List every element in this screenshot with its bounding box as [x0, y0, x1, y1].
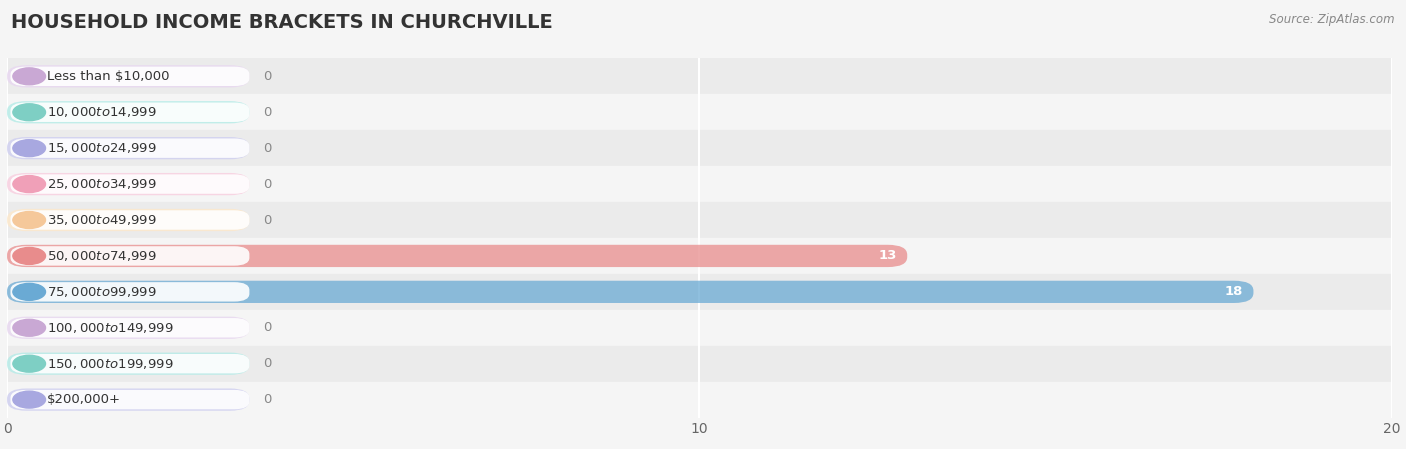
Text: $150,000 to $199,999: $150,000 to $199,999 — [48, 357, 174, 371]
FancyBboxPatch shape — [10, 102, 249, 122]
FancyBboxPatch shape — [7, 65, 249, 88]
Circle shape — [13, 211, 45, 229]
Bar — [7, 346, 1392, 382]
Text: 18: 18 — [1225, 286, 1243, 298]
FancyBboxPatch shape — [10, 282, 249, 302]
FancyBboxPatch shape — [7, 209, 249, 231]
FancyBboxPatch shape — [7, 281, 1254, 303]
Text: 0: 0 — [263, 357, 271, 370]
FancyBboxPatch shape — [10, 66, 249, 86]
Circle shape — [13, 104, 45, 121]
Bar — [7, 238, 1392, 274]
FancyBboxPatch shape — [7, 352, 249, 375]
Text: Less than $10,000: Less than $10,000 — [48, 70, 170, 83]
Bar — [7, 310, 1392, 346]
FancyBboxPatch shape — [10, 354, 249, 374]
Bar — [7, 130, 1392, 166]
Circle shape — [13, 68, 45, 85]
Text: 0: 0 — [263, 214, 271, 226]
Text: Source: ZipAtlas.com: Source: ZipAtlas.com — [1270, 13, 1395, 26]
Text: $25,000 to $34,999: $25,000 to $34,999 — [48, 177, 157, 191]
Bar — [7, 202, 1392, 238]
FancyBboxPatch shape — [10, 210, 249, 230]
FancyBboxPatch shape — [7, 101, 249, 123]
Text: 0: 0 — [263, 106, 271, 119]
Text: $35,000 to $49,999: $35,000 to $49,999 — [48, 213, 157, 227]
Text: 0: 0 — [263, 70, 271, 83]
Circle shape — [13, 140, 45, 157]
FancyBboxPatch shape — [7, 317, 249, 339]
Circle shape — [13, 176, 45, 193]
Text: 0: 0 — [263, 142, 271, 154]
FancyBboxPatch shape — [10, 138, 249, 158]
Text: $75,000 to $99,999: $75,000 to $99,999 — [48, 285, 157, 299]
Circle shape — [13, 319, 45, 336]
FancyBboxPatch shape — [7, 137, 249, 159]
Circle shape — [13, 391, 45, 408]
Text: $50,000 to $74,999: $50,000 to $74,999 — [48, 249, 157, 263]
FancyBboxPatch shape — [10, 174, 249, 194]
FancyBboxPatch shape — [7, 245, 907, 267]
FancyBboxPatch shape — [7, 173, 249, 195]
Text: $100,000 to $149,999: $100,000 to $149,999 — [48, 321, 174, 335]
Bar — [7, 166, 1392, 202]
Text: HOUSEHOLD INCOME BRACKETS IN CHURCHVILLE: HOUSEHOLD INCOME BRACKETS IN CHURCHVILLE — [11, 13, 553, 32]
Text: 13: 13 — [879, 250, 897, 262]
FancyBboxPatch shape — [10, 318, 249, 338]
Text: 0: 0 — [263, 393, 271, 406]
FancyBboxPatch shape — [10, 390, 249, 409]
Bar — [7, 58, 1392, 94]
FancyBboxPatch shape — [10, 246, 249, 266]
Text: $10,000 to $14,999: $10,000 to $14,999 — [48, 105, 157, 119]
Text: $15,000 to $24,999: $15,000 to $24,999 — [48, 141, 157, 155]
Circle shape — [13, 355, 45, 372]
Bar — [7, 274, 1392, 310]
Text: 0: 0 — [263, 178, 271, 190]
Text: 0: 0 — [263, 321, 271, 334]
FancyBboxPatch shape — [7, 388, 249, 411]
Text: $200,000+: $200,000+ — [48, 393, 121, 406]
Circle shape — [13, 247, 45, 264]
Bar — [7, 94, 1392, 130]
Circle shape — [13, 283, 45, 300]
Bar — [7, 382, 1392, 418]
